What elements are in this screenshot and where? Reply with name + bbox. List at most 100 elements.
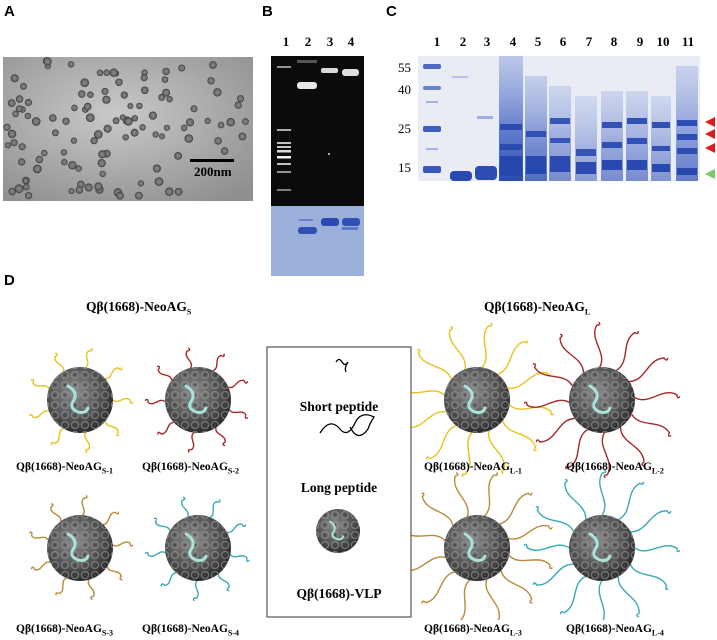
peptide-strand bbox=[106, 566, 123, 581]
tem-particle bbox=[99, 170, 106, 178]
tem-particle bbox=[14, 184, 24, 194]
tem-particle bbox=[31, 117, 41, 126]
red-arrow-marker bbox=[705, 143, 715, 153]
peptide-strand bbox=[228, 409, 249, 419]
tem-particle bbox=[207, 77, 215, 85]
peptide-strand bbox=[564, 478, 587, 520]
peptide-strand bbox=[523, 543, 570, 551]
peptide-conjugate bbox=[144, 347, 249, 453]
sds-gel-b bbox=[271, 206, 364, 276]
tem-particle bbox=[178, 64, 186, 72]
peptide-strand bbox=[619, 427, 645, 467]
peptide-strand bbox=[185, 347, 193, 369]
panel-label-b: B bbox=[262, 3, 273, 20]
tem-particle bbox=[161, 76, 169, 83]
peptide-strand bbox=[54, 352, 65, 372]
legend-vlp-label: Qβ(1668)-VLP bbox=[296, 586, 382, 601]
peptide-strand bbox=[55, 577, 67, 596]
gel-c-lane-label: 6 bbox=[559, 34, 567, 49]
tem-particle bbox=[163, 124, 170, 131]
peptide-strand bbox=[50, 503, 62, 522]
peptide-strand bbox=[598, 580, 605, 620]
tem-particle bbox=[18, 158, 26, 166]
tem-particle bbox=[78, 90, 86, 98]
gel-c-lane-label: 10 bbox=[656, 34, 670, 49]
tem-particle bbox=[24, 98, 32, 107]
red-arrow-marker bbox=[705, 117, 715, 127]
tem-particle bbox=[7, 99, 16, 107]
tem-particle bbox=[52, 129, 59, 137]
peptide-strand bbox=[483, 472, 499, 517]
tem-particle bbox=[4, 142, 11, 149]
tem-particle bbox=[152, 164, 161, 173]
tem-particle bbox=[127, 103, 134, 109]
gel-c-lane-label: 4 bbox=[509, 34, 517, 49]
tem-particle bbox=[43, 57, 52, 66]
tem-particle bbox=[184, 134, 194, 143]
mw-marker: 15 bbox=[398, 160, 411, 175]
tem-particle bbox=[101, 87, 109, 95]
mw-marker: 25 bbox=[398, 121, 411, 136]
tem-particle bbox=[165, 187, 174, 196]
peptide-strand bbox=[448, 325, 466, 370]
peptide-strand bbox=[630, 510, 672, 533]
peptide-strand bbox=[535, 505, 575, 532]
peptide-strand bbox=[615, 330, 639, 371]
tem-particle bbox=[35, 155, 44, 164]
peptide-strand bbox=[559, 575, 586, 615]
peptide-strand bbox=[421, 492, 454, 526]
peptide-strand bbox=[144, 551, 166, 557]
tem-particle bbox=[174, 152, 183, 160]
peptide-strand bbox=[565, 429, 589, 470]
tem-particle bbox=[154, 177, 164, 186]
peptide-strand bbox=[144, 398, 166, 405]
vlp-particle bbox=[444, 367, 510, 433]
peptide-conjugate bbox=[401, 472, 553, 620]
scale-bar bbox=[190, 159, 234, 162]
tem-particle bbox=[10, 74, 19, 83]
tem-particle bbox=[112, 117, 120, 125]
tem-particle bbox=[62, 117, 70, 125]
gel-b bbox=[271, 56, 364, 276]
peptide-strand bbox=[229, 554, 250, 563]
tem-particle bbox=[68, 188, 75, 195]
peptide-conjugate bbox=[523, 321, 681, 479]
tem-particle bbox=[61, 158, 68, 166]
gel-band bbox=[321, 218, 339, 226]
peptide-strand bbox=[509, 404, 555, 416]
peptide-strand bbox=[629, 357, 669, 383]
tem-micrograph bbox=[3, 57, 253, 201]
tem-particle bbox=[15, 105, 23, 113]
peptide-strand bbox=[634, 545, 681, 553]
peptide-strand bbox=[459, 579, 471, 620]
gel-c-lane-label: 5 bbox=[534, 34, 542, 49]
vlp-particle bbox=[165, 367, 231, 433]
tem-particle bbox=[141, 69, 148, 76]
tem-particle bbox=[41, 149, 48, 157]
mw-marker: 55 bbox=[398, 60, 411, 75]
tem-particle bbox=[87, 91, 94, 98]
peptide-strand bbox=[84, 432, 91, 454]
gel-c-lane-label: 2 bbox=[459, 34, 467, 49]
vlp-particle bbox=[165, 515, 231, 581]
vlp-particle bbox=[47, 515, 113, 581]
peptide-strand bbox=[618, 481, 645, 521]
tem-particle bbox=[140, 74, 148, 82]
tem-particle bbox=[162, 67, 170, 76]
tem-particle bbox=[67, 61, 75, 68]
conjugate-caption: Qβ(1668)-NeoAGS-2 bbox=[142, 461, 240, 476]
tem-particle bbox=[75, 186, 84, 194]
tem-particle bbox=[152, 131, 159, 138]
peptide-strand bbox=[535, 417, 575, 443]
vlp-particle bbox=[444, 515, 510, 581]
peptide-strand bbox=[192, 580, 199, 602]
conjugate-caption: Qβ(1668)-NeoAGL-2 bbox=[566, 461, 664, 476]
conjugate-caption: Qβ(1668)-NeoAGS-3 bbox=[16, 623, 114, 638]
tem-particle bbox=[24, 112, 32, 120]
tem-particle bbox=[186, 118, 194, 127]
peptide-strand bbox=[559, 333, 585, 373]
tem-particle bbox=[102, 95, 111, 104]
peptide-strand bbox=[461, 432, 473, 478]
tem-particle bbox=[131, 115, 138, 122]
peptide-conjugate bbox=[28, 347, 134, 454]
